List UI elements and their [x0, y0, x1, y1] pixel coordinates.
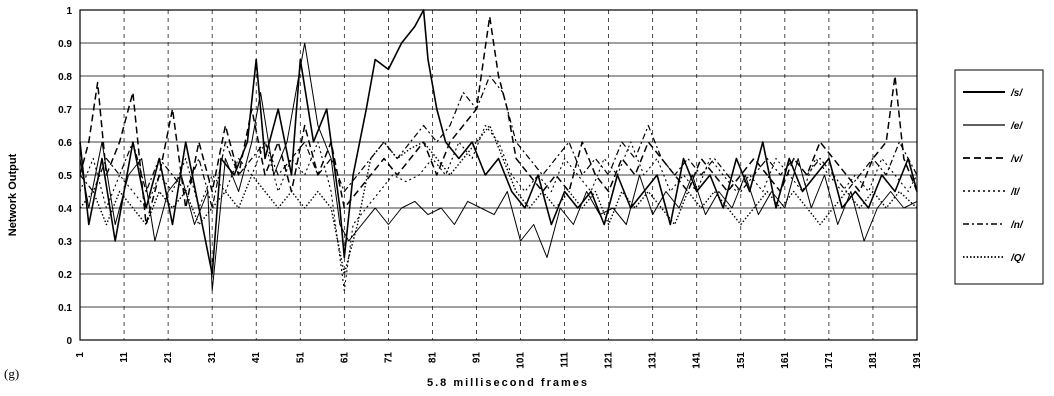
x-tick-label: 1	[75, 352, 86, 358]
y-tick-labels: 0 0.1 0.2 0.3 0.4 0.5 0.6 0.7 0.8 0.9 1	[58, 6, 72, 347]
x-tick-label: 71	[383, 352, 394, 364]
x-tick-label: 191	[912, 352, 923, 369]
legend-label: /s/	[1010, 88, 1023, 99]
legend-label: /v/	[1010, 154, 1023, 165]
legend-label: /Q/	[1010, 253, 1026, 264]
x-tick-label: 141	[692, 352, 703, 369]
series-line	[79, 15, 918, 226]
x-tick-label: 121	[604, 352, 615, 369]
y-tick-label: 0	[66, 336, 72, 347]
x-tick-label: 161	[780, 352, 791, 369]
y-tick-label: 0.1	[58, 303, 72, 314]
legend-box	[954, 69, 1044, 285]
x-tick-label: 31	[207, 352, 218, 364]
x-tick-label: 171	[824, 352, 835, 369]
y-tick-label: 0.6	[58, 138, 72, 149]
y-tick-label: 0.9	[58, 39, 72, 50]
series-line	[79, 124, 918, 292]
x-tick-label: 21	[163, 352, 174, 364]
x-tick-label: 61	[339, 352, 350, 364]
y-tick-label: 1	[66, 6, 72, 17]
y-tick-label: 0.2	[58, 270, 72, 281]
x-tick-label: 91	[471, 352, 482, 364]
legend-label: /e/	[1010, 121, 1023, 132]
y-tick-label: 0.8	[58, 72, 72, 83]
plot-frame	[79, 9, 918, 341]
series-line	[79, 75, 918, 209]
series-line	[79, 9, 918, 275]
x-tick-label: 11	[119, 352, 130, 363]
y-axis-title: Network Output	[7, 153, 19, 236]
y-tick-label: 0.5	[58, 171, 72, 182]
x-tick-label: 101	[516, 352, 527, 369]
series-line	[79, 42, 918, 291]
x-tick-label: 41	[251, 352, 262, 364]
y-tick-label: 0.7	[58, 105, 72, 116]
legend-items: /s/ /e/ /v/ /I/ /n/ /Q/	[963, 88, 1026, 264]
legend: /s/ /e/ /v/ /I/ /n/ /Q/	[954, 69, 1044, 285]
panel-label: (g)	[4, 366, 19, 381]
y-tick-label: 0.3	[58, 237, 72, 248]
x-tick-label: 151	[736, 352, 747, 369]
legend-label: /I/	[1010, 187, 1021, 198]
x-tick-label: 81	[427, 352, 438, 364]
series-line	[79, 124, 918, 275]
x-tick-label: 51	[295, 352, 306, 364]
x-axis-title: 5.8 millisecond frames	[427, 377, 589, 389]
legend-label: /n/	[1010, 220, 1024, 231]
x-tick-label: 181	[868, 352, 879, 369]
x-tick-labels: 1 11 21 31 41 51 61 71 81 91 101 111 121 131 141 151 161…	[75, 352, 923, 369]
x-tick-label: 111	[560, 352, 571, 368]
series-lines	[79, 9, 918, 292]
grid	[79, 9, 918, 341]
x-tick-label: 131	[648, 352, 659, 369]
y-tick-label: 0.4	[58, 204, 72, 215]
